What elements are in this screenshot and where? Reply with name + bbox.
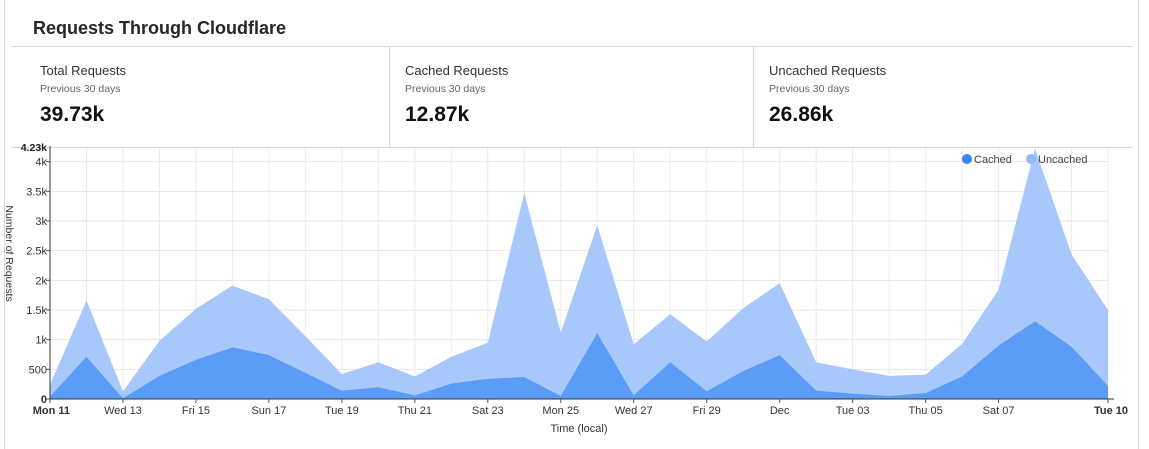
legend-label-cached: Cached xyxy=(974,154,1012,166)
stat-label: Uncached Requests xyxy=(769,63,887,78)
stat-sublabel: Previous 30 days xyxy=(405,83,486,95)
legend-dot-cached xyxy=(962,154,972,164)
y-tick-label: 0 xyxy=(41,394,47,406)
stat-total-requests: Total Requests Previous 30 days 39.73k xyxy=(12,47,390,147)
y-tick-label: 2.5k xyxy=(26,246,47,258)
y-tick-label: 1k xyxy=(35,335,47,347)
x-tick-label: Fri 15 xyxy=(182,405,210,417)
stat-divider xyxy=(389,47,390,147)
x-tick-label: Dec xyxy=(770,405,790,417)
stat-uncached-requests: Uncached Requests Previous 30 days 26.86… xyxy=(741,47,1119,147)
panel-left-border xyxy=(4,0,5,449)
x-axis-title: Time (local) xyxy=(550,423,607,435)
x-tick-label: Sat 23 xyxy=(472,405,504,417)
stat-sublabel: Previous 30 days xyxy=(769,83,850,95)
legend-label-uncached: Uncached xyxy=(1038,154,1088,166)
x-tick-label: Fri 29 xyxy=(693,405,721,417)
legend-item-uncached[interactable]: Uncached xyxy=(1026,154,1088,166)
y-tick-label: 4k xyxy=(35,157,47,169)
x-tick-label: Tue 19 xyxy=(325,405,359,417)
y-axis-title: Number of Requests xyxy=(3,205,15,301)
legend-item-cached[interactable]: Cached xyxy=(962,154,1012,166)
series-area-cached xyxy=(50,321,1108,399)
stat-sublabel: Previous 30 days xyxy=(40,83,121,95)
y-tick-label: 2k xyxy=(35,275,47,287)
requests-area-chart: 0 500 1k 1.5k 2k 2.5k 3k 3.5k 4k 4.23k Mon 11 Wed 1… xyxy=(3,142,1128,435)
x-tick-label: Mon 25 xyxy=(542,405,579,417)
y-tick-label: 1.5k xyxy=(26,305,47,317)
stat-value: 12.87k xyxy=(405,103,470,126)
stat-value: 26.86k xyxy=(769,103,834,126)
x-tick-label: Sat 07 xyxy=(983,405,1015,417)
stats-divider xyxy=(12,147,1132,148)
legend-dot-uncached xyxy=(1026,154,1036,164)
y-tick-label: 3.5k xyxy=(26,186,47,198)
y-max-label: 4.23k xyxy=(21,142,47,154)
stat-label: Cached Requests xyxy=(405,63,509,78)
x-tick-label: Tue 03 xyxy=(836,405,870,417)
x-tick-label: Wed 13 xyxy=(104,405,142,417)
y-tick-label: 500 xyxy=(29,364,47,376)
x-tick-label: Thu 21 xyxy=(398,405,432,417)
panel-title: Requests Through Cloudflare xyxy=(33,18,287,38)
stat-cached-requests: Cached Requests Previous 30 days 12.87k xyxy=(377,47,755,147)
stat-label: Total Requests xyxy=(40,63,126,78)
x-tick-label: Sun 17 xyxy=(251,405,286,417)
x-tick-label: Wed 27 xyxy=(615,405,653,417)
stats-row: Total Requests Previous 30 days 39.73k C… xyxy=(12,47,1132,147)
x-tick-label: Mon 11 xyxy=(33,405,70,417)
y-tick-label: 3k xyxy=(35,216,47,228)
panel-right-border xyxy=(1138,0,1139,449)
x-tick-label: Thu 05 xyxy=(908,405,942,417)
title-divider xyxy=(12,46,1132,47)
stat-value: 39.73k xyxy=(40,103,105,126)
x-tick-label: Tue 10 xyxy=(1094,405,1128,417)
stat-divider xyxy=(753,47,754,147)
